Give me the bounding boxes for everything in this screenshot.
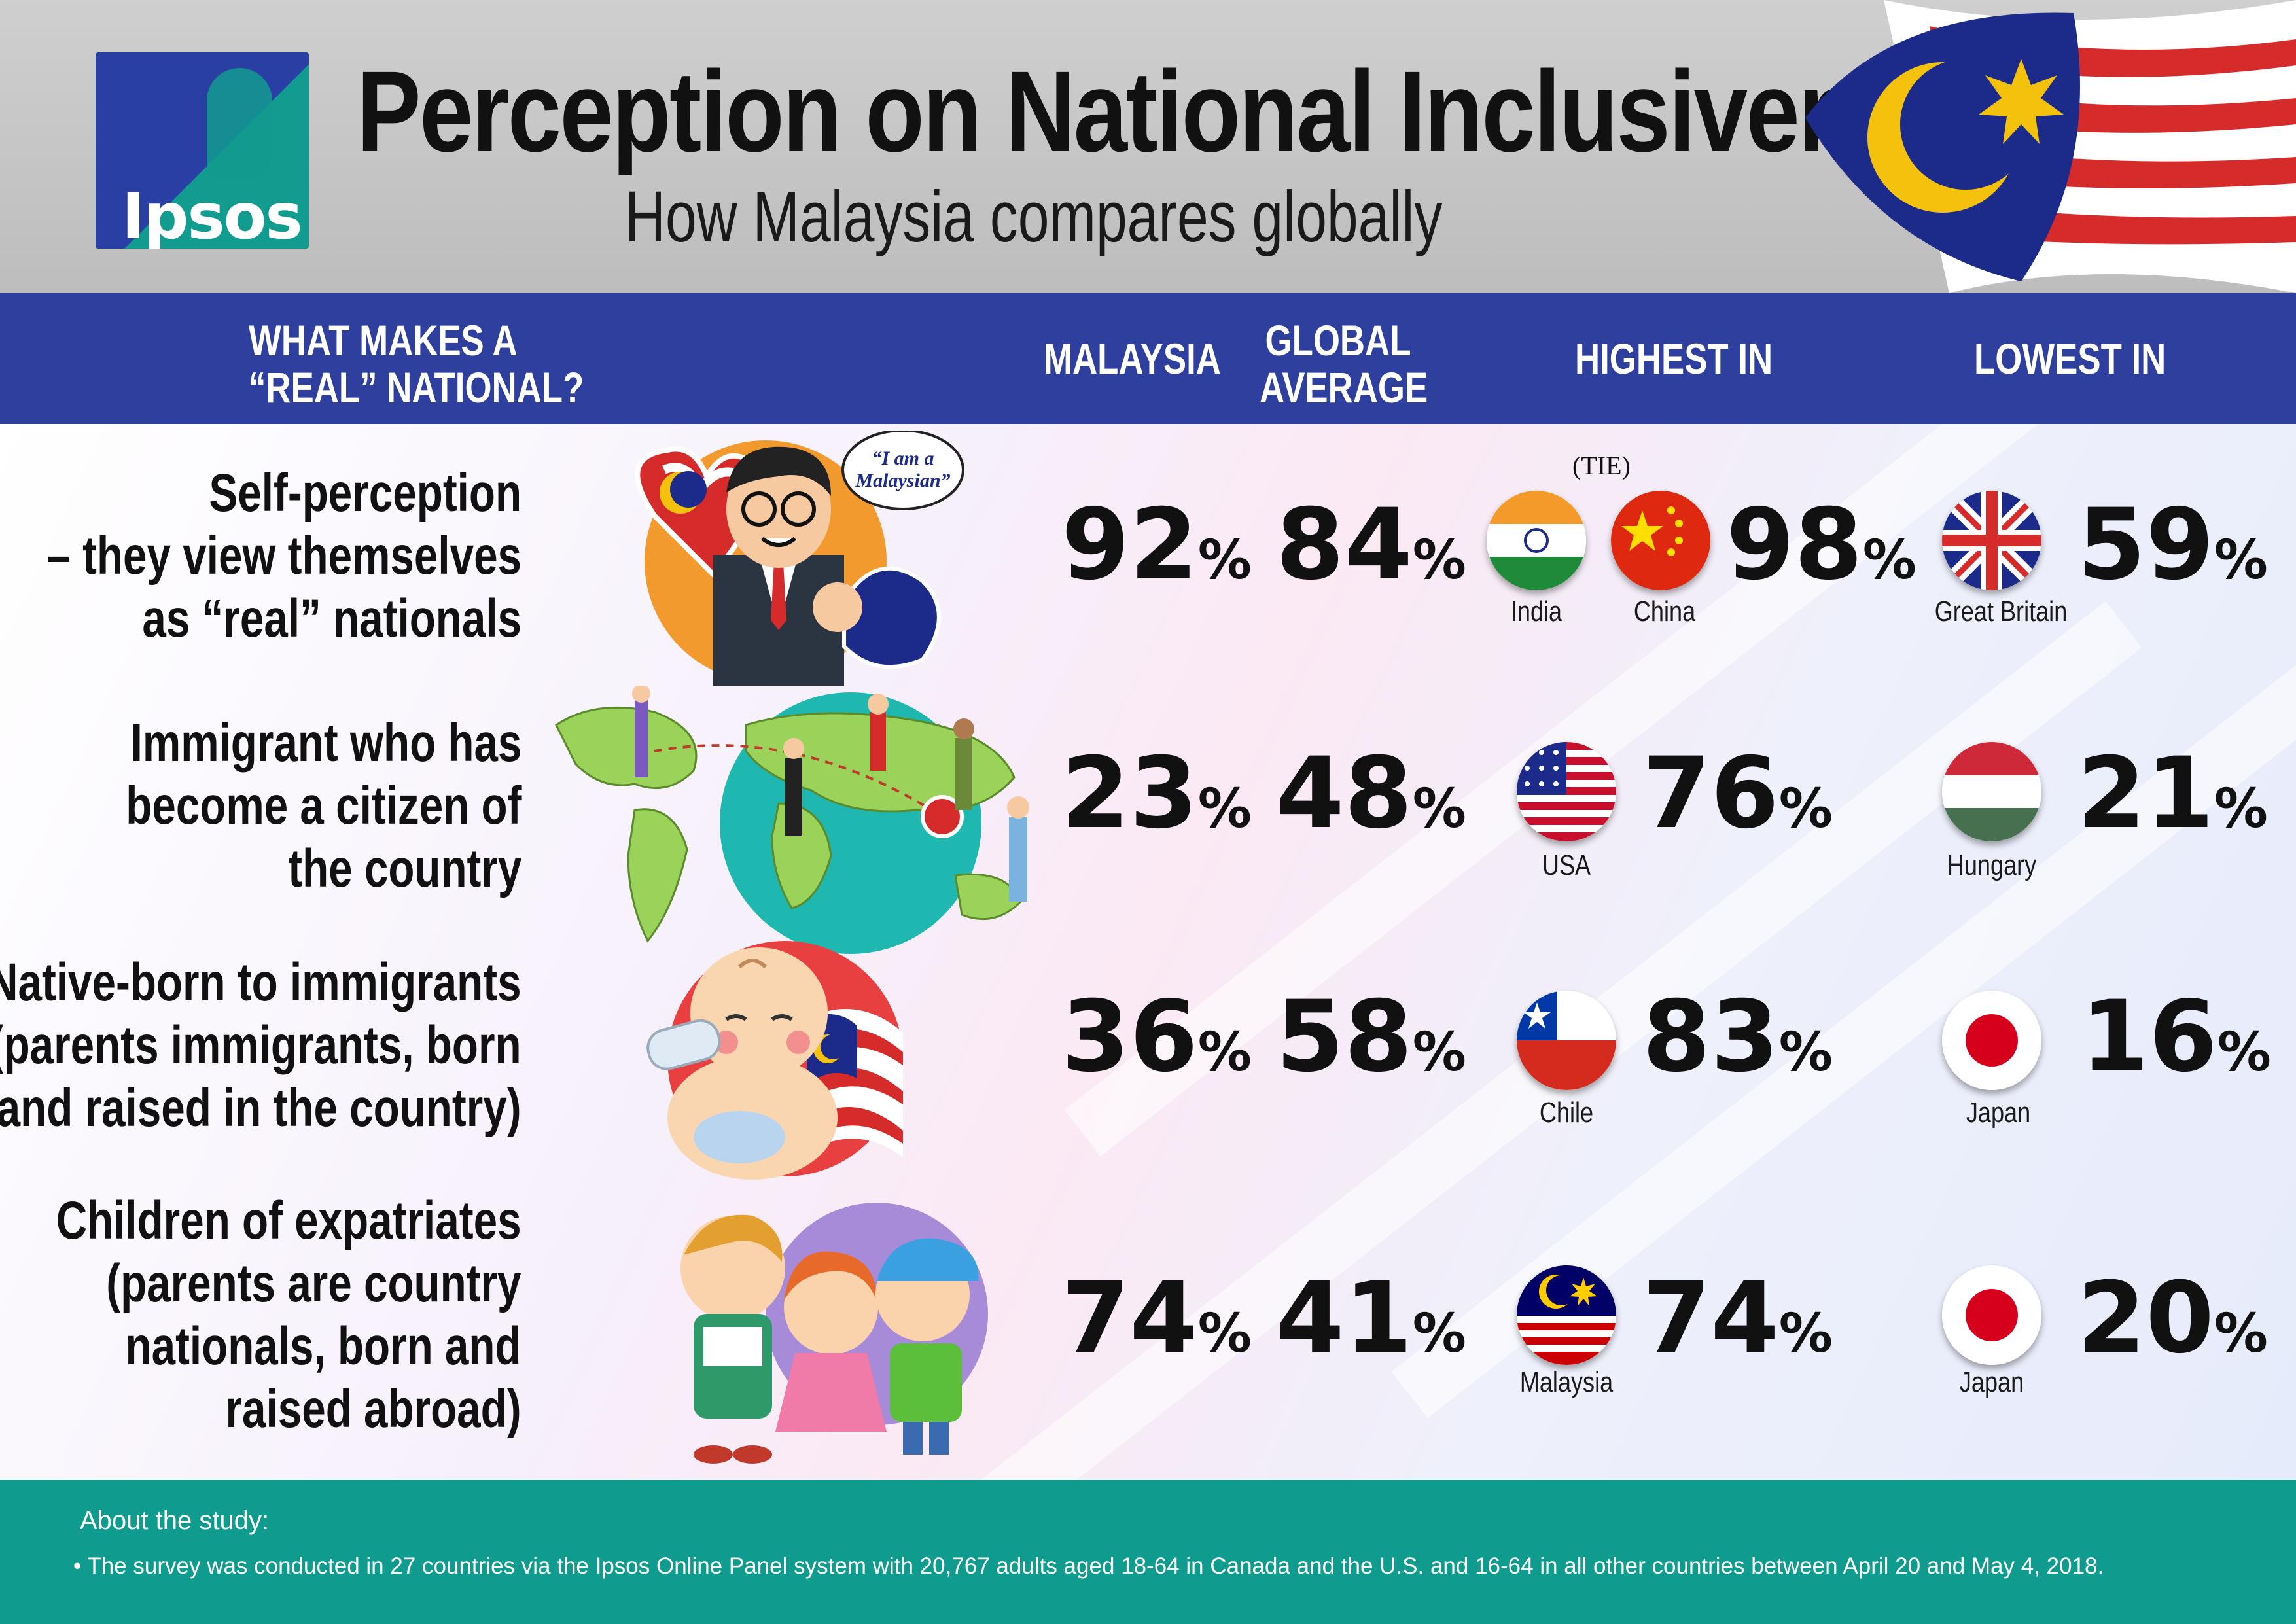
lowest-country-name: Japan <box>1966 1097 2031 1129</box>
row-label-line: Children of expatriates <box>56 1191 521 1250</box>
highest-value: 76% <box>1642 737 1833 851</box>
header-question-line1: WHAT MAKES A <box>249 316 518 364</box>
children-illustration-icon <box>654 1196 1021 1474</box>
lowest-country-name: Japan <box>1959 1366 2024 1398</box>
global-value: 41% <box>1276 1262 1466 1375</box>
row-label-line: raised abroad) <box>225 1379 521 1439</box>
row-label-line: as “real” nationals <box>142 589 522 648</box>
row-label-self-perception: Self-perception – they view themselves a… <box>46 462 521 650</box>
row-label-line: and raised in the country) <box>0 1078 522 1138</box>
malaysia-value: 36% <box>1061 980 1252 1094</box>
comparison-table: Self-perception – they view themselves a… <box>0 424 2296 1480</box>
global-value: 48% <box>1276 737 1466 851</box>
great-britain-flag-icon <box>1942 491 2041 590</box>
china-flag-icon <box>1611 491 1710 590</box>
world-map-migration-illustration-icon <box>537 684 1060 964</box>
row-label-line: – they view themselves <box>46 526 521 586</box>
highest-value: 98% <box>1726 488 1916 602</box>
logo-text: Ipsos <box>122 180 303 249</box>
row-label-line: (parents are country <box>106 1254 521 1313</box>
header-global-line1: GLOBAL <box>1265 316 1411 364</box>
lowest-value: 16% <box>2081 980 2271 1094</box>
usa-flag-icon <box>1517 742 1616 841</box>
lowest-country-name: Hungary <box>1947 849 2037 881</box>
row-label-native-born-to-immigrants: Native-born to immigrants (parents immig… <box>0 951 521 1140</box>
malaysia-value: 23% <box>1061 737 1252 851</box>
highest-country-name: Chile <box>1539 1097 1594 1129</box>
global-value: 58% <box>1276 980 1466 1094</box>
japan-flag-icon <box>1942 991 2041 1090</box>
header-question-line2: “REAL” NATIONAL? <box>249 363 584 412</box>
highest-country-name: USA <box>1542 849 1591 881</box>
header-malaysia: MALAYSIA <box>1044 334 1221 383</box>
tie-note: (TIE) <box>1572 451 1631 480</box>
highest-country-name: Malaysia <box>1519 1366 1614 1398</box>
global-value: 84% <box>1276 488 1466 602</box>
highest-country-name: China <box>1633 595 1696 627</box>
ipsos-logo: Ipsos <box>96 52 309 249</box>
study-footer: About the study: • The survey was conduc… <box>0 1480 2296 1624</box>
study-methodology-note: • The survey was conducted in 27 countri… <box>73 1553 2104 1579</box>
row-label-line: become a citizen of <box>125 776 521 836</box>
india-flag-icon <box>1487 491 1586 590</box>
lowest-value: 20% <box>2077 1262 2268 1375</box>
japan-flag-icon <box>1942 1265 2041 1365</box>
svg-text:“I am a: “I am a <box>872 448 934 469</box>
highest-value: 74% <box>1642 1262 1833 1375</box>
header-lowest-in: LOWEST IN <box>1974 334 2166 383</box>
baby-with-flag-illustration-icon <box>641 928 916 1193</box>
row-label-naturalized-immigrant: Immigrant who has become a citizen of th… <box>126 712 521 900</box>
row-label-line: Native-born to immigrants <box>0 953 521 1012</box>
row-label-line: the country <box>287 839 521 898</box>
page-subtitle: How Malaysia compares globally <box>625 177 1443 257</box>
header-global-line2: AVERAGE <box>1260 363 1428 412</box>
hungary-flag-icon <box>1942 742 2041 841</box>
highest-country-name: India <box>1510 595 1563 627</box>
top-banner: Ipsos Perception on National Inclusivene… <box>0 0 2296 293</box>
column-header-bar: WHAT MAKES A “REAL” NATIONAL? MALAYSIA G… <box>0 293 2296 424</box>
row-label-line: nationals, born and <box>125 1316 521 1376</box>
about-study-heading: About the study: <box>80 1506 270 1535</box>
svg-text:Malaysian”: Malaysian” <box>855 470 950 491</box>
malaysia-flag-icon <box>1517 1265 1616 1365</box>
row-label-line: Self-perception <box>209 463 522 523</box>
lowest-country-name: Great Britain <box>1934 595 2068 627</box>
page-title: Perception on National Inclusiveness <box>357 48 2014 176</box>
row-label-line: Immigrant who has <box>130 713 522 773</box>
malaysia-value: 74% <box>1061 1262 1252 1375</box>
row-label-line: (parents immigrants, born <box>0 1015 521 1075</box>
logo-head-icon <box>207 68 272 179</box>
row-label-children-of-expatriates: Children of expatriates (parents are cou… <box>56 1190 521 1441</box>
header-highest-in: HIGHEST IN <box>1575 334 1773 383</box>
lowest-value: 21% <box>2077 737 2268 851</box>
chile-flag-icon <box>1517 991 1616 1090</box>
highest-value: 83% <box>1642 980 1833 1094</box>
lowest-value: 59% <box>2077 488 2268 602</box>
header-global-average: GLOBAL AVERAGE <box>1260 316 1428 412</box>
header-question: WHAT MAKES A “REAL” NATIONAL? <box>249 316 584 412</box>
malaysia-flag-banner-icon <box>1733 0 2296 293</box>
malaysia-value: 92% <box>1061 488 1252 602</box>
businessman-illustration-icon: “I am a Malaysian” <box>615 429 968 689</box>
